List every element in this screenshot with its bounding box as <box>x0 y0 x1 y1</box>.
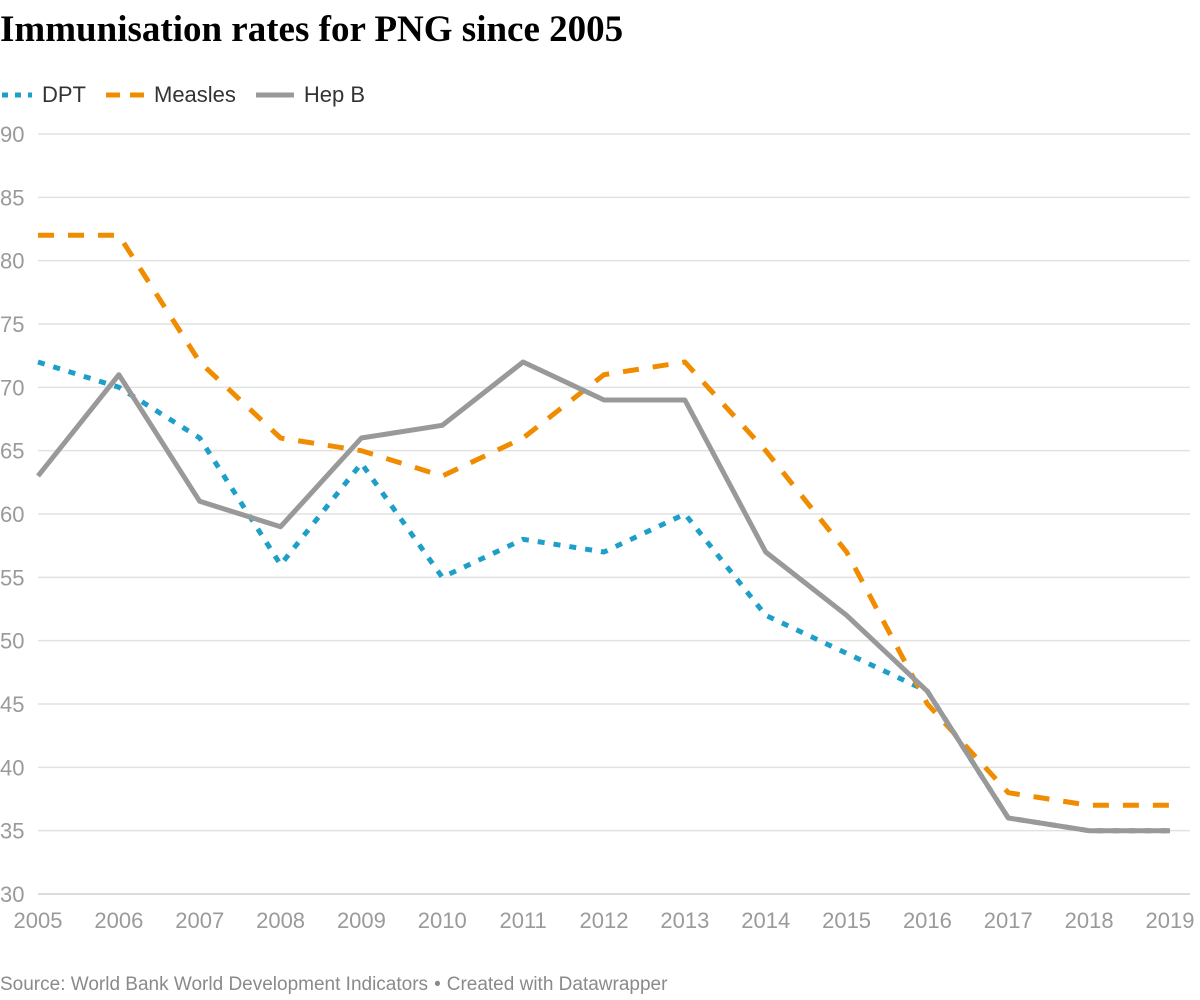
legend-swatch-hepb <box>255 92 294 98</box>
y-tick-label: 90 <box>0 122 24 147</box>
x-axis-ticks: 2005 2006 2007 2008 2009 2010 2011 2012 2013 2014… <box>14 908 1195 933</box>
source-text: Source: World Bank World Development Ind… <box>0 974 429 995</box>
x-tick-label: 2010 <box>418 908 467 933</box>
legend-label-hepb: Hep B <box>303 82 366 107</box>
series-line-measles <box>38 232 1170 808</box>
x-tick-label: 2012 <box>580 908 629 933</box>
legend-swatch-measles <box>106 92 144 98</box>
x-tick-label: 2013 <box>660 908 709 933</box>
x-tick-label: 2009 <box>337 908 386 933</box>
chart-title: Immunisation rates for PNG since 2005 <box>0 9 624 50</box>
x-tick-label: 2007 <box>175 908 224 933</box>
y-tick-label: 80 <box>0 249 24 274</box>
source-separator: • <box>434 974 441 995</box>
y-tick-label: 60 <box>0 502 24 527</box>
x-tick-label: 2005 <box>14 908 63 933</box>
y-tick-label: 40 <box>0 755 24 780</box>
legend-item-hepb: Hep B <box>254 82 365 108</box>
series-line-hep-b <box>36 359 1170 834</box>
series-line-dpt <box>37 359 1170 834</box>
y-tick-label: 30 <box>0 882 24 907</box>
x-tick-label: 2008 <box>256 908 305 933</box>
y-tick-label: 85 <box>0 185 24 210</box>
y-tick-label: 35 <box>0 819 24 844</box>
series <box>36 232 1170 834</box>
legend: DPT Measles Hep B <box>0 80 383 110</box>
legend-item-dpt: DPT <box>0 82 86 108</box>
x-tick-label: 2006 <box>94 908 143 933</box>
x-tick-label: 2019 <box>1146 908 1195 933</box>
x-tick-label: 2015 <box>822 908 871 933</box>
x-tick-label: 2018 <box>1065 908 1114 933</box>
x-tick-label: 2014 <box>741 908 790 933</box>
y-axis-ticks: 90 85 80 75 70 65 60 55 50 45 40 35 30 <box>0 122 24 907</box>
y-tick-label: 65 <box>0 439 24 464</box>
y-tick-label: 55 <box>0 565 24 590</box>
y-tick-label: 50 <box>0 629 24 654</box>
source-line: Source: World Bank World Development Ind… <box>0 974 667 996</box>
y-tick-label: 75 <box>0 312 24 337</box>
legend-swatch-dpt <box>2 92 32 98</box>
x-tick-label: 2016 <box>903 908 952 933</box>
grid <box>38 133 1190 895</box>
legend-label-dpt: DPT <box>42 82 86 107</box>
source-credit: Created with Datawrapper <box>446 974 668 995</box>
legend-label-measles: Measles <box>154 82 236 107</box>
y-tick-label: 70 <box>0 375 24 400</box>
x-tick-label: 2017 <box>984 908 1033 933</box>
legend-item-measles: Measles <box>104 82 236 108</box>
x-tick-label: 2011 <box>499 908 546 933</box>
y-tick-label: 45 <box>0 692 24 717</box>
